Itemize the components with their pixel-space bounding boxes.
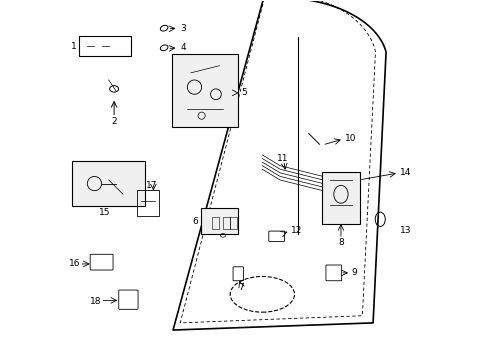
Text: 12: 12 [290,225,302,234]
FancyBboxPatch shape [72,161,145,206]
Text: 1: 1 [71,41,77,50]
Text: 14: 14 [399,168,410,177]
Text: 11: 11 [276,154,287,163]
FancyBboxPatch shape [322,172,359,224]
Text: 6: 6 [192,217,198,226]
Text: 8: 8 [337,238,343,247]
FancyBboxPatch shape [201,208,238,234]
Text: 10: 10 [344,134,355,143]
Text: 3: 3 [180,24,185,33]
Text: 15: 15 [99,208,111,217]
Text: 2: 2 [111,117,117,126]
Text: 4: 4 [180,43,185,52]
Text: 13: 13 [399,225,410,234]
Text: 7: 7 [238,283,244,292]
Text: 9: 9 [351,268,357,277]
Text: 16: 16 [68,260,80,269]
Text: 18: 18 [90,297,102,306]
FancyBboxPatch shape [172,54,238,127]
Text: 17: 17 [145,181,157,190]
Text: 5: 5 [241,88,246,97]
